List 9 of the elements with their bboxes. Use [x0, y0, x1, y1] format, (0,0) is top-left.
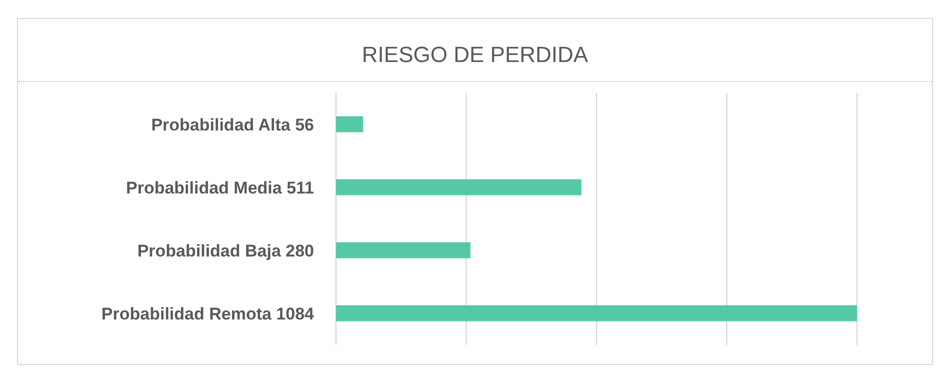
bar	[336, 116, 364, 132]
bar	[336, 305, 857, 322]
bar	[336, 242, 470, 258]
y-tick-label: Probabilidad Remota 1084	[101, 304, 315, 324]
y-tick-label: Probabilidad Alta 56	[151, 116, 314, 135]
chart-title: RIESGO DE PERDIDA	[18, 29, 932, 82]
y-tick-label: Probabilidad Baja 280	[137, 242, 314, 261]
bar	[336, 179, 582, 196]
y-tick-label: Probabilidad Media 511	[126, 178, 314, 198]
